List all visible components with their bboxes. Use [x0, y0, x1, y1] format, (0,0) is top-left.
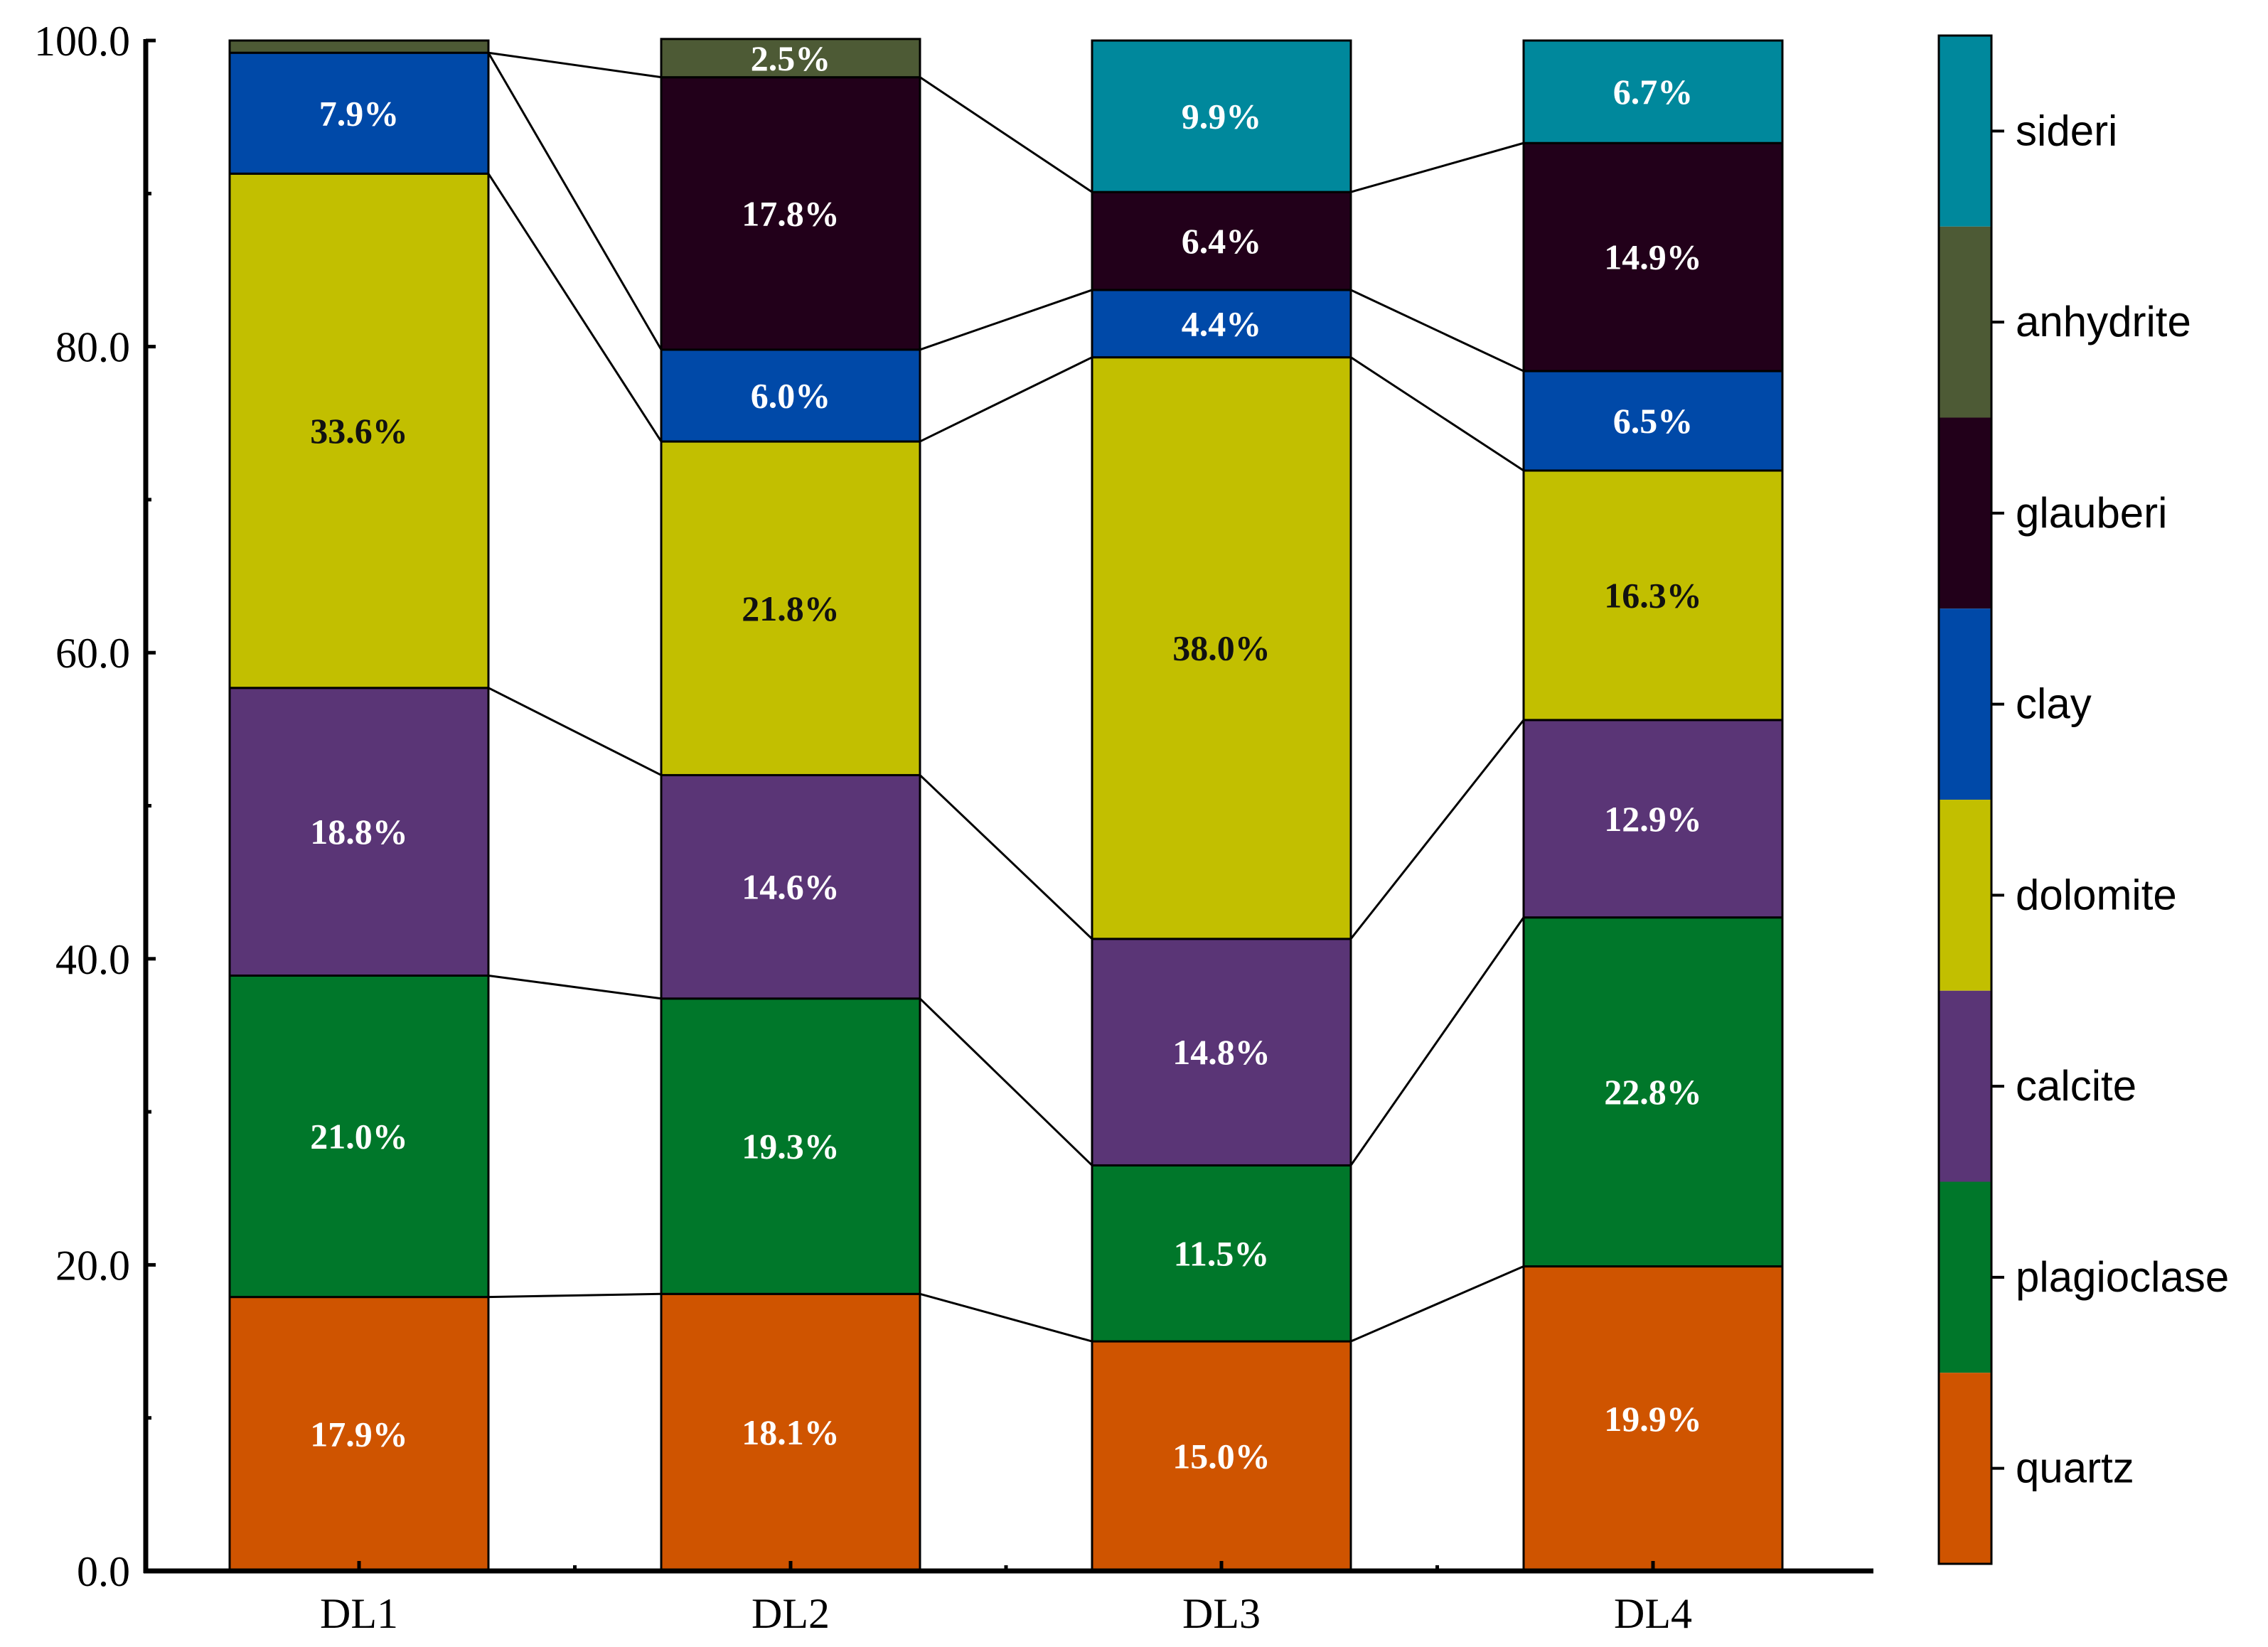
bar-segment-dolomite-DL4 [1522, 469, 1784, 721]
data-label-calcite-DL4: 12.9% [1604, 799, 1702, 839]
legend-label-sideri: sideri [2016, 107, 2117, 154]
legend-label-calcite: calcite [2016, 1062, 2136, 1110]
data-label-calcite-DL3: 14.8% [1172, 1032, 1271, 1072]
connector-line-quartz-DL2-DL3 [919, 1292, 1093, 1343]
bar-segment-clay-DL4 [1522, 370, 1784, 472]
data-label-quartz-DL3: 15.0% [1172, 1437, 1271, 1476]
data-label-plagioclase-DL4: 22.8% [1604, 1072, 1702, 1112]
bar-segment-anhydrite-DL2 [660, 38, 921, 79]
bar-segment-quartz-DL2 [660, 1292, 921, 1572]
connector-line-clay-DL3-DL4 [1350, 289, 1524, 372]
data-label-sideri-DL4: 6.7% [1613, 72, 1694, 112]
bar-segment-dolomite-DL2 [660, 440, 921, 776]
connector-line-plagioclase-DL1-DL2 [488, 974, 662, 1000]
data-label-sideri-DL3: 9.9% [1182, 97, 1262, 136]
connector-line-plagioclase-DL2-DL3 [919, 997, 1093, 1166]
data-label-quartz-DL4: 19.9% [1604, 1399, 1702, 1439]
data-label-plagioclase-DL3: 11.5% [1174, 1233, 1270, 1273]
bar-segment-sideri-DL3 [1091, 39, 1352, 193]
data-label-calcite-DL1: 18.8% [310, 812, 408, 852]
bar-segment-anhydrite-DL1 [228, 39, 490, 54]
legend-label-quartz: quartz [2016, 1444, 2134, 1492]
y-tick-label-80.0: 80.0 [55, 324, 130, 371]
connector-line-dolomite-DL2-DL3 [919, 356, 1093, 443]
connector-line-glauberi-DL3-DL4 [1350, 141, 1524, 193]
bar-segment-glauberi-DL2 [660, 76, 921, 351]
connector-line-plagioclase-DL3-DL4 [1349, 916, 1525, 1166]
y-tick-label-60.0: 60.0 [55, 630, 130, 677]
data-label-glauberi-DL2: 17.8% [742, 193, 840, 233]
bar-segment-clay-DL2 [660, 348, 921, 443]
data-label-glauberi-DL4: 14.9% [1604, 237, 1702, 277]
connector-line-calcite-DL1-DL2 [488, 687, 662, 776]
legend-swatch-dolomite [1939, 800, 1991, 991]
bar-segment-quartz-DL4 [1522, 1265, 1784, 1572]
legend-swatch-calcite [1939, 990, 1991, 1182]
y-tick-label-40.0: 40.0 [55, 936, 130, 983]
y-tick-label-20.0: 20.0 [55, 1242, 130, 1289]
x-tick-label-DL4: DL4 [1614, 1590, 1692, 1637]
connector-line-clay-DL1-DL2 [487, 52, 663, 350]
legend-swatch-glauberi [1939, 417, 1991, 609]
bar-segment-glauberi-DL4 [1522, 141, 1784, 372]
connector-line-dolomite-DL1-DL2 [487, 173, 663, 442]
legend-border [1937, 34, 1993, 1565]
bar-segment-dolomite-DL3 [1091, 356, 1352, 940]
bar-segment-clay-DL3 [1091, 289, 1352, 359]
data-label-anhydrite-DL2: 2.5% [751, 38, 831, 78]
data-label-dolomite-DL4: 16.3% [1604, 575, 1702, 615]
legend-swatch-quartz [1939, 1373, 1991, 1564]
legend-swatch-plagioclase [1939, 1181, 1991, 1373]
bar-segment-clay-DL1 [228, 51, 490, 175]
legend-label-anhydrite: anhydrite [2016, 298, 2191, 345]
data-label-dolomite-DL3: 38.0% [1172, 628, 1271, 668]
bar-segment-glauberi-DL3 [1091, 191, 1352, 291]
x-tick-label-DL2: DL2 [751, 1590, 830, 1637]
data-label-clay-DL1: 7.9% [319, 93, 400, 133]
x-tick-label-DL1: DL1 [320, 1590, 398, 1637]
data-label-dolomite-DL1: 33.6% [310, 411, 408, 451]
data-label-dolomite-DL2: 21.8% [742, 589, 840, 628]
data-label-clay-DL4: 6.5% [1613, 401, 1694, 441]
connector-line-glauberi-DL2-DL3 [919, 76, 1093, 193]
bar-segment-calcite-DL2 [660, 773, 921, 1000]
x-tick-label-DL3: DL3 [1182, 1590, 1261, 1637]
connector-line-quartz-DL3-DL4 [1350, 1265, 1524, 1343]
bar-segment-quartz-DL3 [1091, 1340, 1352, 1572]
connector-line-calcite-DL2-DL3 [919, 774, 1093, 940]
data-label-calcite-DL2: 14.6% [742, 867, 840, 907]
bar-segment-plagioclase-DL4 [1522, 916, 1784, 1268]
connector-line-calcite-DL3-DL4 [1349, 719, 1525, 940]
bar-segment-calcite-DL3 [1091, 938, 1352, 1166]
connector-line-clay-DL2-DL3 [919, 289, 1093, 351]
legend-label-clay: clay [2016, 680, 2092, 728]
legend-label-glauberi: glauberi [2016, 489, 2168, 537]
y-tick-label-0.0: 0.0 [77, 1548, 130, 1595]
legend-label-dolomite: dolomite [2016, 871, 2177, 918]
bar-segment-quartz-DL1 [228, 1296, 490, 1572]
connector-line-glauberi-DL1-DL2 [488, 51, 662, 79]
data-label-quartz-DL2: 18.1% [742, 1412, 840, 1452]
connector-line-quartz-DL1-DL2 [488, 1292, 662, 1299]
bar-segment-sideri-DL4 [1522, 39, 1784, 144]
connector-line-dolomite-DL3-DL4 [1350, 356, 1524, 472]
y-tick-label-100.0: 100.0 [34, 18, 130, 65]
data-label-clay-DL2: 6.0% [751, 375, 831, 415]
legend-swatch-clay [1939, 608, 1991, 800]
bar-segment-plagioclase-DL2 [660, 997, 921, 1295]
bar-segment-plagioclase-DL1 [228, 974, 490, 1299]
data-label-plagioclase-DL1: 21.0% [310, 1117, 408, 1157]
legend-swatch-sideri [1939, 36, 1991, 227]
data-label-glauberi-DL3: 6.4% [1182, 221, 1262, 261]
data-label-clay-DL3: 4.4% [1182, 304, 1262, 343]
data-label-plagioclase-DL2: 19.3% [742, 1127, 840, 1166]
data-label-quartz-DL1: 17.9% [310, 1414, 408, 1454]
legend-swatch-anhydrite [1939, 226, 1991, 418]
legend-label-plagioclase: plagioclase [2016, 1253, 2229, 1301]
bar-segment-dolomite-DL1 [228, 172, 490, 690]
